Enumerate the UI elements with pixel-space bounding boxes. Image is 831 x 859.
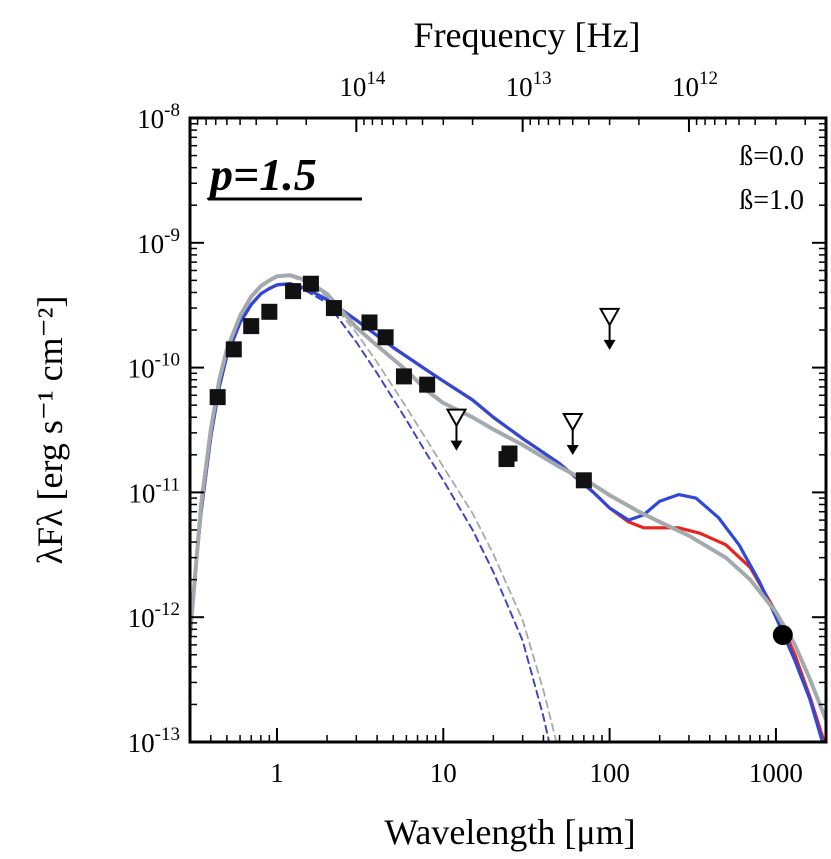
data-point bbox=[261, 303, 278, 320]
y-tick-label: 10-13 bbox=[128, 724, 180, 758]
x-tick-label: 100 bbox=[589, 758, 630, 788]
top-tick-label: 1013 bbox=[506, 68, 552, 102]
y-tick-labels: 10-8 10-9 10-10 10-11 10-12 10-13 bbox=[128, 100, 180, 758]
marker-layer bbox=[209, 275, 793, 646]
data-point bbox=[325, 300, 342, 317]
mm-data-point bbox=[772, 625, 793, 646]
top-tick-label: 1014 bbox=[339, 68, 386, 102]
upper-limit-triangle bbox=[445, 408, 468, 428]
series-line bbox=[190, 284, 551, 742]
data-point bbox=[377, 329, 394, 346]
panel-label: p=1.5 bbox=[206, 149, 317, 200]
data-point bbox=[395, 368, 412, 385]
series-line bbox=[190, 275, 558, 742]
plot-area bbox=[190, 273, 826, 742]
upper-limit-arrow-head bbox=[603, 339, 616, 350]
upper-limit bbox=[445, 408, 468, 451]
top-tick-label: 1012 bbox=[672, 68, 718, 102]
data-point bbox=[575, 472, 592, 489]
tick-marks bbox=[189, 117, 826, 743]
data-point bbox=[285, 283, 302, 300]
x-axis-title: Wavelength [μm] bbox=[384, 812, 635, 852]
series-layer bbox=[190, 273, 826, 742]
top-tick-labels: 1014 1013 1012 bbox=[339, 68, 718, 102]
series-line bbox=[190, 273, 826, 722]
legend: ß=0.0 ß=1.0 bbox=[739, 141, 804, 216]
y-tick-label: 10-9 bbox=[137, 225, 180, 259]
y-tick-label: 10-11 bbox=[128, 474, 180, 508]
upper-limit-arrow-head bbox=[450, 440, 463, 451]
series-line bbox=[190, 284, 551, 742]
data-point bbox=[243, 318, 260, 335]
x-tick-label: 1000 bbox=[749, 758, 803, 788]
data-point bbox=[501, 445, 518, 462]
x-tick-label: 1 bbox=[270, 758, 284, 788]
top-axis-title: Frequency [Hz] bbox=[414, 15, 641, 55]
data-point bbox=[225, 341, 242, 358]
upper-limit-triangle bbox=[562, 412, 584, 433]
upper-limit bbox=[562, 412, 584, 455]
data-point bbox=[209, 389, 226, 406]
upper-limit bbox=[598, 307, 621, 350]
y-axis-title: λFλ [erg s⁻¹ cm⁻²] bbox=[30, 296, 70, 565]
data-point bbox=[419, 376, 436, 393]
plot-frame bbox=[188, 116, 828, 744]
upper-limit-arrow-head bbox=[566, 444, 579, 455]
y-tick-label: 10-10 bbox=[128, 350, 180, 384]
x-tick-label: 10 bbox=[430, 758, 457, 788]
y-tick-label: 10-8 bbox=[137, 100, 180, 134]
data-point bbox=[302, 275, 319, 292]
legend-entry: ß=1.0 bbox=[739, 185, 804, 216]
legend-entry: ß=0.0 bbox=[739, 141, 804, 172]
y-tick-label: 10-12 bbox=[128, 599, 180, 633]
data-point bbox=[361, 314, 378, 331]
series-line bbox=[190, 282, 825, 742]
series-line bbox=[190, 282, 826, 742]
x-tick-labels: 1 10 100 1000 bbox=[270, 758, 803, 788]
upper-limit-triangle bbox=[598, 307, 621, 327]
